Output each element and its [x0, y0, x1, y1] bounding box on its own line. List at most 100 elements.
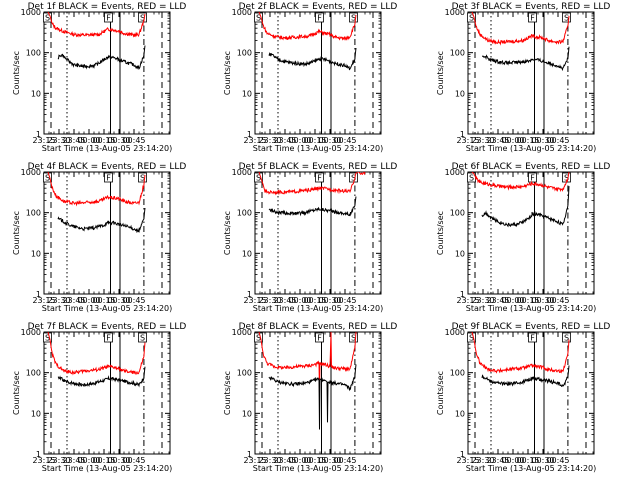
marker-box: [315, 12, 324, 23]
plot-frame: [254, 11, 382, 135]
y-tick-label: 100: [26, 369, 41, 378]
marker-box: [349, 12, 358, 23]
y-tick-label: 1000: [21, 8, 41, 17]
x-axis-label: Start Time (13-Aug-05 23:14:20): [253, 464, 384, 473]
marker-box: [43, 172, 52, 183]
x-tick-label: 00:45: [333, 456, 356, 465]
x-tick-label: 00:00: [77, 296, 100, 305]
chart-panel-8: Det 8f BLACK = Events, RED = LLD 1 10 100 10…: [223, 322, 397, 473]
marker-label: F: [530, 334, 535, 343]
x-tick-label: 00:00: [77, 136, 100, 145]
x-axis-label: Start Time (13-Aug-05 23:14:20): [253, 144, 384, 153]
y-tick-label: 1000: [232, 328, 252, 337]
x-tick-label: 00:15: [303, 456, 326, 465]
y-tick-label: 100: [450, 49, 465, 58]
marker-box: [528, 12, 537, 23]
y-tick-label: 1: [247, 130, 252, 139]
series-line-black: [481, 365, 570, 387]
marker-label: S: [564, 174, 569, 183]
x-tick-label: 00:00: [501, 296, 524, 305]
x-tick-label: 23:45: [62, 456, 85, 465]
marker-box: [467, 332, 476, 343]
marker-label: S: [45, 174, 50, 183]
plot-frame: [254, 171, 382, 295]
marker-label: S: [256, 14, 261, 23]
x-tick-label: 23:15: [456, 296, 479, 305]
marker-label: S: [351, 334, 356, 343]
plot-frame: [467, 11, 595, 135]
marker-label: S: [469, 174, 474, 183]
y-tick-label: 10: [31, 249, 41, 258]
y-axis-label: Counts/sec: [223, 371, 232, 415]
x-tick-label: 00:15: [92, 456, 115, 465]
y-tick-label: 1000: [445, 8, 465, 17]
y-tick-label: 100: [450, 369, 465, 378]
marker-label: F: [106, 14, 111, 23]
plot-frame: [43, 11, 171, 135]
marker-label: F: [106, 174, 111, 183]
marker-box: [254, 172, 263, 183]
series-line-red: [471, 332, 570, 374]
series-line-black: [482, 46, 570, 72]
x-tick-label: 23:30: [47, 456, 70, 465]
marker-box: [43, 332, 52, 343]
x-tick-label: 23:30: [47, 136, 70, 145]
y-tick-label: 1: [247, 450, 252, 459]
x-tick-label: 23:15: [32, 456, 55, 465]
x-tick-label: 00:15: [516, 296, 539, 305]
chart-title: Det 5f BLACK = Events, RED = LLD: [239, 162, 398, 172]
x-tick-label: 00:45: [333, 136, 356, 145]
x-tick-label: 23:45: [273, 296, 296, 305]
y-tick-label: 1: [460, 290, 465, 299]
x-tick-label: 00:30: [107, 296, 130, 305]
y-tick-label: 100: [26, 209, 41, 218]
y-tick-label: 10: [31, 409, 41, 418]
y-axis-label: Counts/sec: [436, 51, 445, 95]
x-tick-label: 00:30: [107, 136, 130, 145]
marker-box: [528, 172, 537, 183]
x-tick-label: 23:15: [32, 296, 55, 305]
x-tick-label: 00:00: [288, 136, 311, 145]
x-tick-label: 00:00: [501, 136, 524, 145]
x-tick-label: 00:00: [77, 456, 100, 465]
chart-title: Det 3f BLACK = Events, RED = LLD: [452, 2, 611, 12]
marker-label: F: [106, 334, 111, 343]
marker-label: S: [140, 14, 145, 23]
chart-panel-7: Det 7f BLACK = Events, RED = LLD 1 10 100 10…: [12, 322, 186, 473]
x-tick-label: 23:45: [62, 136, 85, 145]
y-tick-label: 100: [237, 49, 252, 58]
series-line-red: [471, 12, 570, 46]
y-tick-label: 1: [36, 450, 41, 459]
marker-label: S: [469, 14, 474, 23]
x-tick-label: 00:30: [531, 296, 554, 305]
marker-box: [43, 12, 52, 23]
chart-panel-3: Det 3f BLACK = Events, RED = LLD 1 10 100 10…: [436, 2, 610, 153]
series-line-red: [258, 332, 357, 394]
plot-frame: [43, 331, 171, 455]
x-tick-label: 00:15: [92, 296, 115, 305]
x-tick-label: 23:30: [258, 136, 281, 145]
y-axis-label: Counts/sec: [436, 211, 445, 255]
x-tick-label: 23:15: [456, 136, 479, 145]
y-axis-label: Counts/sec: [436, 371, 445, 415]
y-tick-label: 10: [455, 89, 465, 98]
chart-title: Det 6f BLACK = Events, RED = LLD: [452, 162, 611, 172]
plot-frame: [467, 171, 595, 295]
marker-box: [138, 332, 147, 343]
y-tick-label: 10: [31, 89, 41, 98]
marker-label: S: [351, 174, 356, 183]
chart-title: Det 7f BLACK = Events, RED = LLD: [28, 322, 187, 332]
y-tick-label: 10: [242, 89, 252, 98]
marker-box: [104, 172, 113, 183]
y-tick-label: 1000: [232, 8, 252, 17]
x-tick-label: 00:15: [516, 456, 539, 465]
chart-panel-4: Det 4f BLACK = Events, RED = LLD 1 10 100 10…: [12, 162, 186, 313]
y-tick-label: 1: [460, 450, 465, 459]
y-tick-label: 1: [247, 290, 252, 299]
plot-frame: [467, 331, 595, 455]
chart-panel-5: Det 5f BLACK = Events, RED = LLD 1 10 100 10…: [223, 162, 397, 313]
marker-label: S: [564, 334, 569, 343]
x-tick-label: 00:45: [546, 136, 569, 145]
chart-panel-9: Det 9f BLACK = Events, RED = LLD 1 10 100 10…: [436, 322, 610, 473]
y-tick-label: 1000: [21, 168, 41, 177]
